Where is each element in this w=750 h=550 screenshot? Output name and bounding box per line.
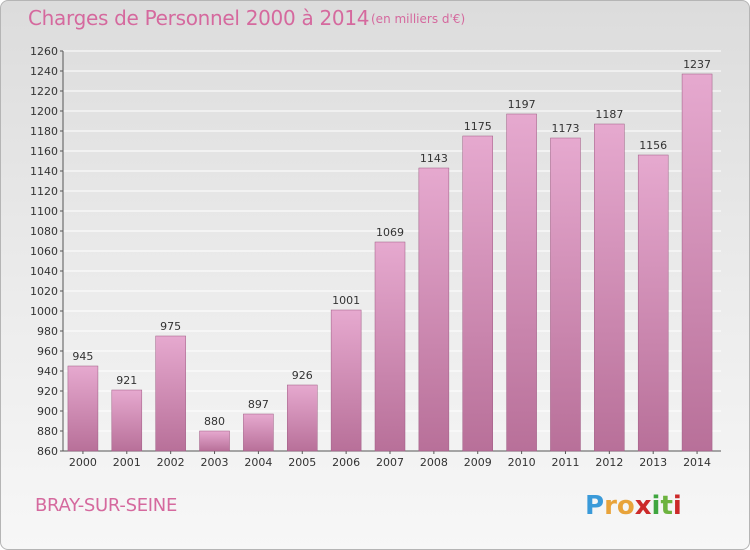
x-tick-label: 2009 xyxy=(464,456,492,469)
bar-value-label: 1175 xyxy=(464,120,492,133)
x-tick-label: 2002 xyxy=(157,456,185,469)
x-tick-label: 2006 xyxy=(332,456,360,469)
y-tick-label: 980 xyxy=(37,325,58,338)
bar-value-label: 1187 xyxy=(595,108,623,121)
y-tick-label: 1080 xyxy=(30,225,58,238)
bar-value-label: 1237 xyxy=(683,58,711,71)
proxiti-logo: Proxiti xyxy=(585,491,682,521)
chart-subtitle: (en milliers d'€) xyxy=(371,12,466,26)
bars xyxy=(67,73,713,452)
x-tick-label: 2007 xyxy=(376,456,404,469)
bar xyxy=(374,241,406,452)
x-tick-label: 2012 xyxy=(595,456,623,469)
y-tick-label: 1260 xyxy=(30,45,58,58)
bar xyxy=(155,335,186,452)
logo-letter: P xyxy=(585,491,605,521)
y-tick-label: 1100 xyxy=(30,205,58,218)
bar xyxy=(243,413,274,452)
chart-title: Charges de Personnel 2000 à 2014 xyxy=(28,6,370,30)
x-tick-label: 2008 xyxy=(420,456,448,469)
bar xyxy=(506,113,537,452)
y-tick-label: 1140 xyxy=(30,165,58,178)
y-tick-label: 1040 xyxy=(30,265,58,278)
y-tick-label: 1120 xyxy=(30,185,58,198)
bar xyxy=(330,309,362,452)
bar-value-label: 1001 xyxy=(332,294,360,307)
y-tick-label: 1180 xyxy=(30,125,58,138)
y-tick-label: 1000 xyxy=(30,305,58,318)
bar-value-label: 1156 xyxy=(639,139,667,152)
logo-letter: i xyxy=(651,491,661,521)
logo-letter: t xyxy=(660,491,673,521)
x-tick-label: 2010 xyxy=(508,456,536,469)
x-tick-label: 2000 xyxy=(69,456,97,469)
bar xyxy=(287,384,318,452)
town-name: BRAY-SUR-SEINE xyxy=(35,495,178,516)
x-tick-label: 2011 xyxy=(551,456,579,469)
y-tick-label: 860 xyxy=(37,445,58,458)
y-tick-label: 960 xyxy=(37,345,58,358)
bar-value-label: 1173 xyxy=(551,122,579,135)
y-tick-label: 900 xyxy=(37,405,58,418)
bar xyxy=(199,430,230,452)
x-tick-label: 2003 xyxy=(201,456,229,469)
logo-letter: x xyxy=(634,491,652,521)
bar-value-label: 1069 xyxy=(376,226,404,239)
bar-value-label: 945 xyxy=(72,350,93,363)
bar-value-label: 926 xyxy=(292,369,313,382)
bar-value-label: 1143 xyxy=(420,152,448,165)
y-tick-label: 1240 xyxy=(30,65,58,78)
y-tick-label: 1020 xyxy=(30,285,58,298)
x-tick-label: 2005 xyxy=(288,456,316,469)
y-tick-label: 1200 xyxy=(30,105,58,118)
x-tick-label: 2014 xyxy=(683,456,711,469)
bar xyxy=(67,365,99,452)
x-tick-label: 2013 xyxy=(639,456,667,469)
bar xyxy=(111,389,143,452)
bar xyxy=(681,73,713,452)
bar-value-label: 975 xyxy=(160,320,181,333)
bar xyxy=(637,154,669,452)
y-tick-label: 920 xyxy=(37,385,58,398)
logo-letter: o xyxy=(616,491,635,521)
y-tick-label: 940 xyxy=(37,365,58,378)
bar xyxy=(550,137,581,452)
bar xyxy=(594,123,625,452)
y-tick-label: 1160 xyxy=(30,145,58,158)
logo-letter: r xyxy=(604,491,617,521)
y-tick-label: 1220 xyxy=(30,85,58,98)
bar-value-label: 897 xyxy=(248,398,269,411)
bar-value-label: 880 xyxy=(204,415,225,428)
logo-letter: i xyxy=(672,491,682,521)
bar xyxy=(462,135,493,452)
bar-value-label: 921 xyxy=(116,374,137,387)
data-labels: 945 921 975 880 897 926 1001 1069 1143 1175 1197 11… xyxy=(72,58,711,428)
y-tick-label: 880 xyxy=(37,425,58,438)
x-tick-label: 2004 xyxy=(244,456,272,469)
x-tick-label: 2001 xyxy=(113,456,141,469)
y-tick-label: 1060 xyxy=(30,245,58,258)
bar-value-label: 1197 xyxy=(508,98,536,111)
bar xyxy=(418,167,450,452)
